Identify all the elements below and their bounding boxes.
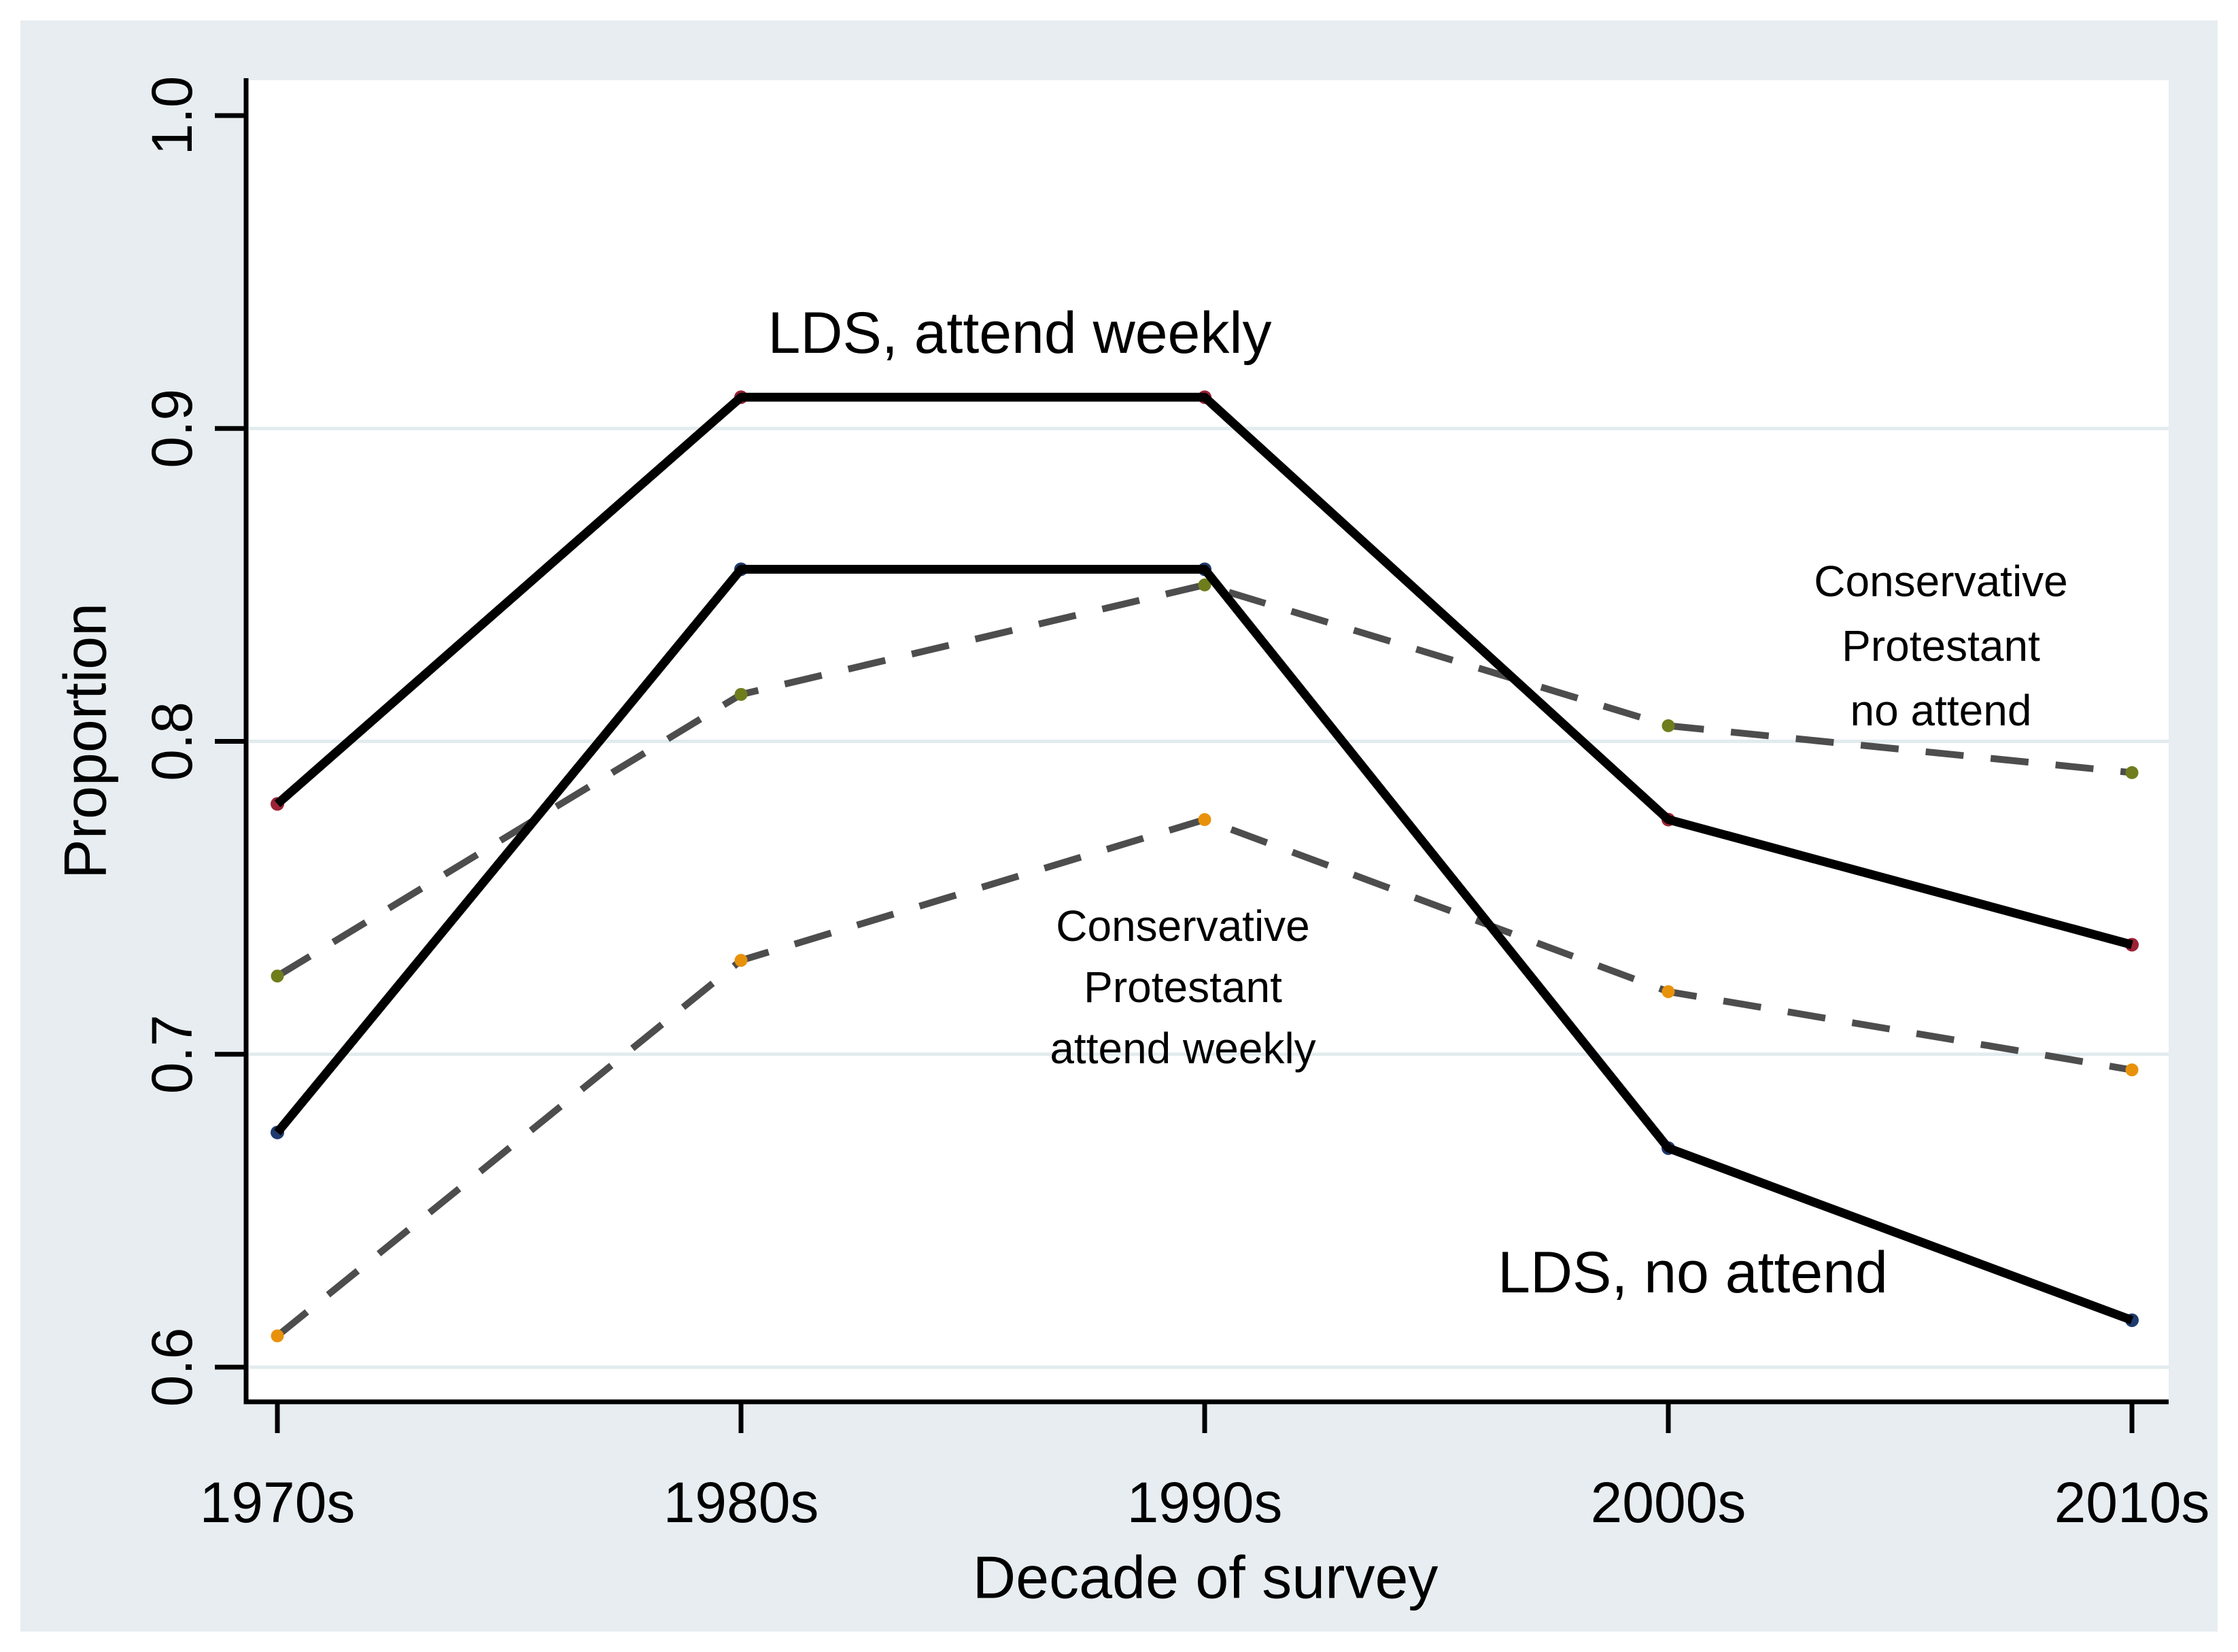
- x-tick-label-2000s: 2000s: [1591, 1470, 1746, 1534]
- marker-conservative-protestant-no-attend-1980s: [734, 687, 748, 701]
- marker-conservative-protestant-attend-weekly-1990s: [1198, 813, 1211, 827]
- y-tick-label-0-9: 0.9: [140, 389, 204, 468]
- lds-attend-weekly-label-line-1: LDS, attend weekly: [768, 300, 1272, 366]
- x-tick-label-1990s: 1990s: [1127, 1470, 1283, 1534]
- lds-no-attend-label: LDS, no attend: [1498, 1240, 1888, 1305]
- y-tick-label-0-7: 0.7: [140, 1014, 204, 1094]
- marker-conservative-protestant-attend-weekly-1980s: [734, 954, 748, 967]
- marker-conservative-protestant-attend-weekly-2010s: [2125, 1063, 2139, 1077]
- conservative-protestant-attend-weekly-label-line-2: Protestant: [1084, 963, 1282, 1012]
- lds-no-attend-label-line-1: LDS, no attend: [1498, 1240, 1888, 1305]
- y-tick-label-0-8: 0.8: [140, 702, 204, 781]
- x-tick-label-1970s: 1970s: [200, 1470, 356, 1534]
- series-line-conservative-protestant-no-attend: [275, 581, 2133, 979]
- y-axis-title: Proportion: [52, 603, 119, 879]
- x-tick-label-2010s: 2010s: [2054, 1470, 2210, 1534]
- marker-conservative-protestant-no-attend-1970s: [271, 969, 284, 983]
- y-tick-label-1-0: 1.0: [140, 76, 204, 156]
- lds-attend-weekly-label: LDS, attend weekly: [768, 300, 1272, 366]
- marker-conservative-protestant-no-attend-2010s: [2125, 766, 2139, 780]
- x-tick-label-1980s: 1980s: [664, 1470, 819, 1534]
- marker-conservative-protestant-no-attend-1990s: [1198, 578, 1211, 591]
- conservative-protestant-no-attend-label-line-1: Conservative: [1814, 557, 2068, 606]
- series-line-lds-attend-weekly: [274, 392, 2133, 949]
- marker-conservative-protestant-attend-weekly-1970s: [271, 1329, 284, 1343]
- series-line-lds-no-attend: [273, 564, 2134, 1325]
- conservative-protestant-attend-weekly-label-line-1: Conservative: [1056, 901, 1310, 950]
- conservative-protestant-attend-weekly-label-line-3: attend weekly: [1050, 1024, 1315, 1073]
- conservative-protestant-no-attend-label-line-3: no attend: [1850, 686, 2032, 735]
- x-axis-title: Decade of survey: [973, 1544, 1439, 1611]
- marker-conservative-protestant-no-attend-2000s: [1662, 719, 1675, 732]
- conservative-protestant-no-attend-label-line-2: Protestant: [1842, 621, 2040, 670]
- conservative-protestant-attend-weekly-label: Conservative Protestant attend weekly: [1050, 901, 1315, 1073]
- conservative-protestant-no-attend-label: Conservative Protestant no attend: [1814, 557, 2068, 735]
- y-tick-label-0-6: 0.6: [140, 1328, 204, 1407]
- marker-conservative-protestant-attend-weekly-2000s: [1662, 985, 1675, 999]
